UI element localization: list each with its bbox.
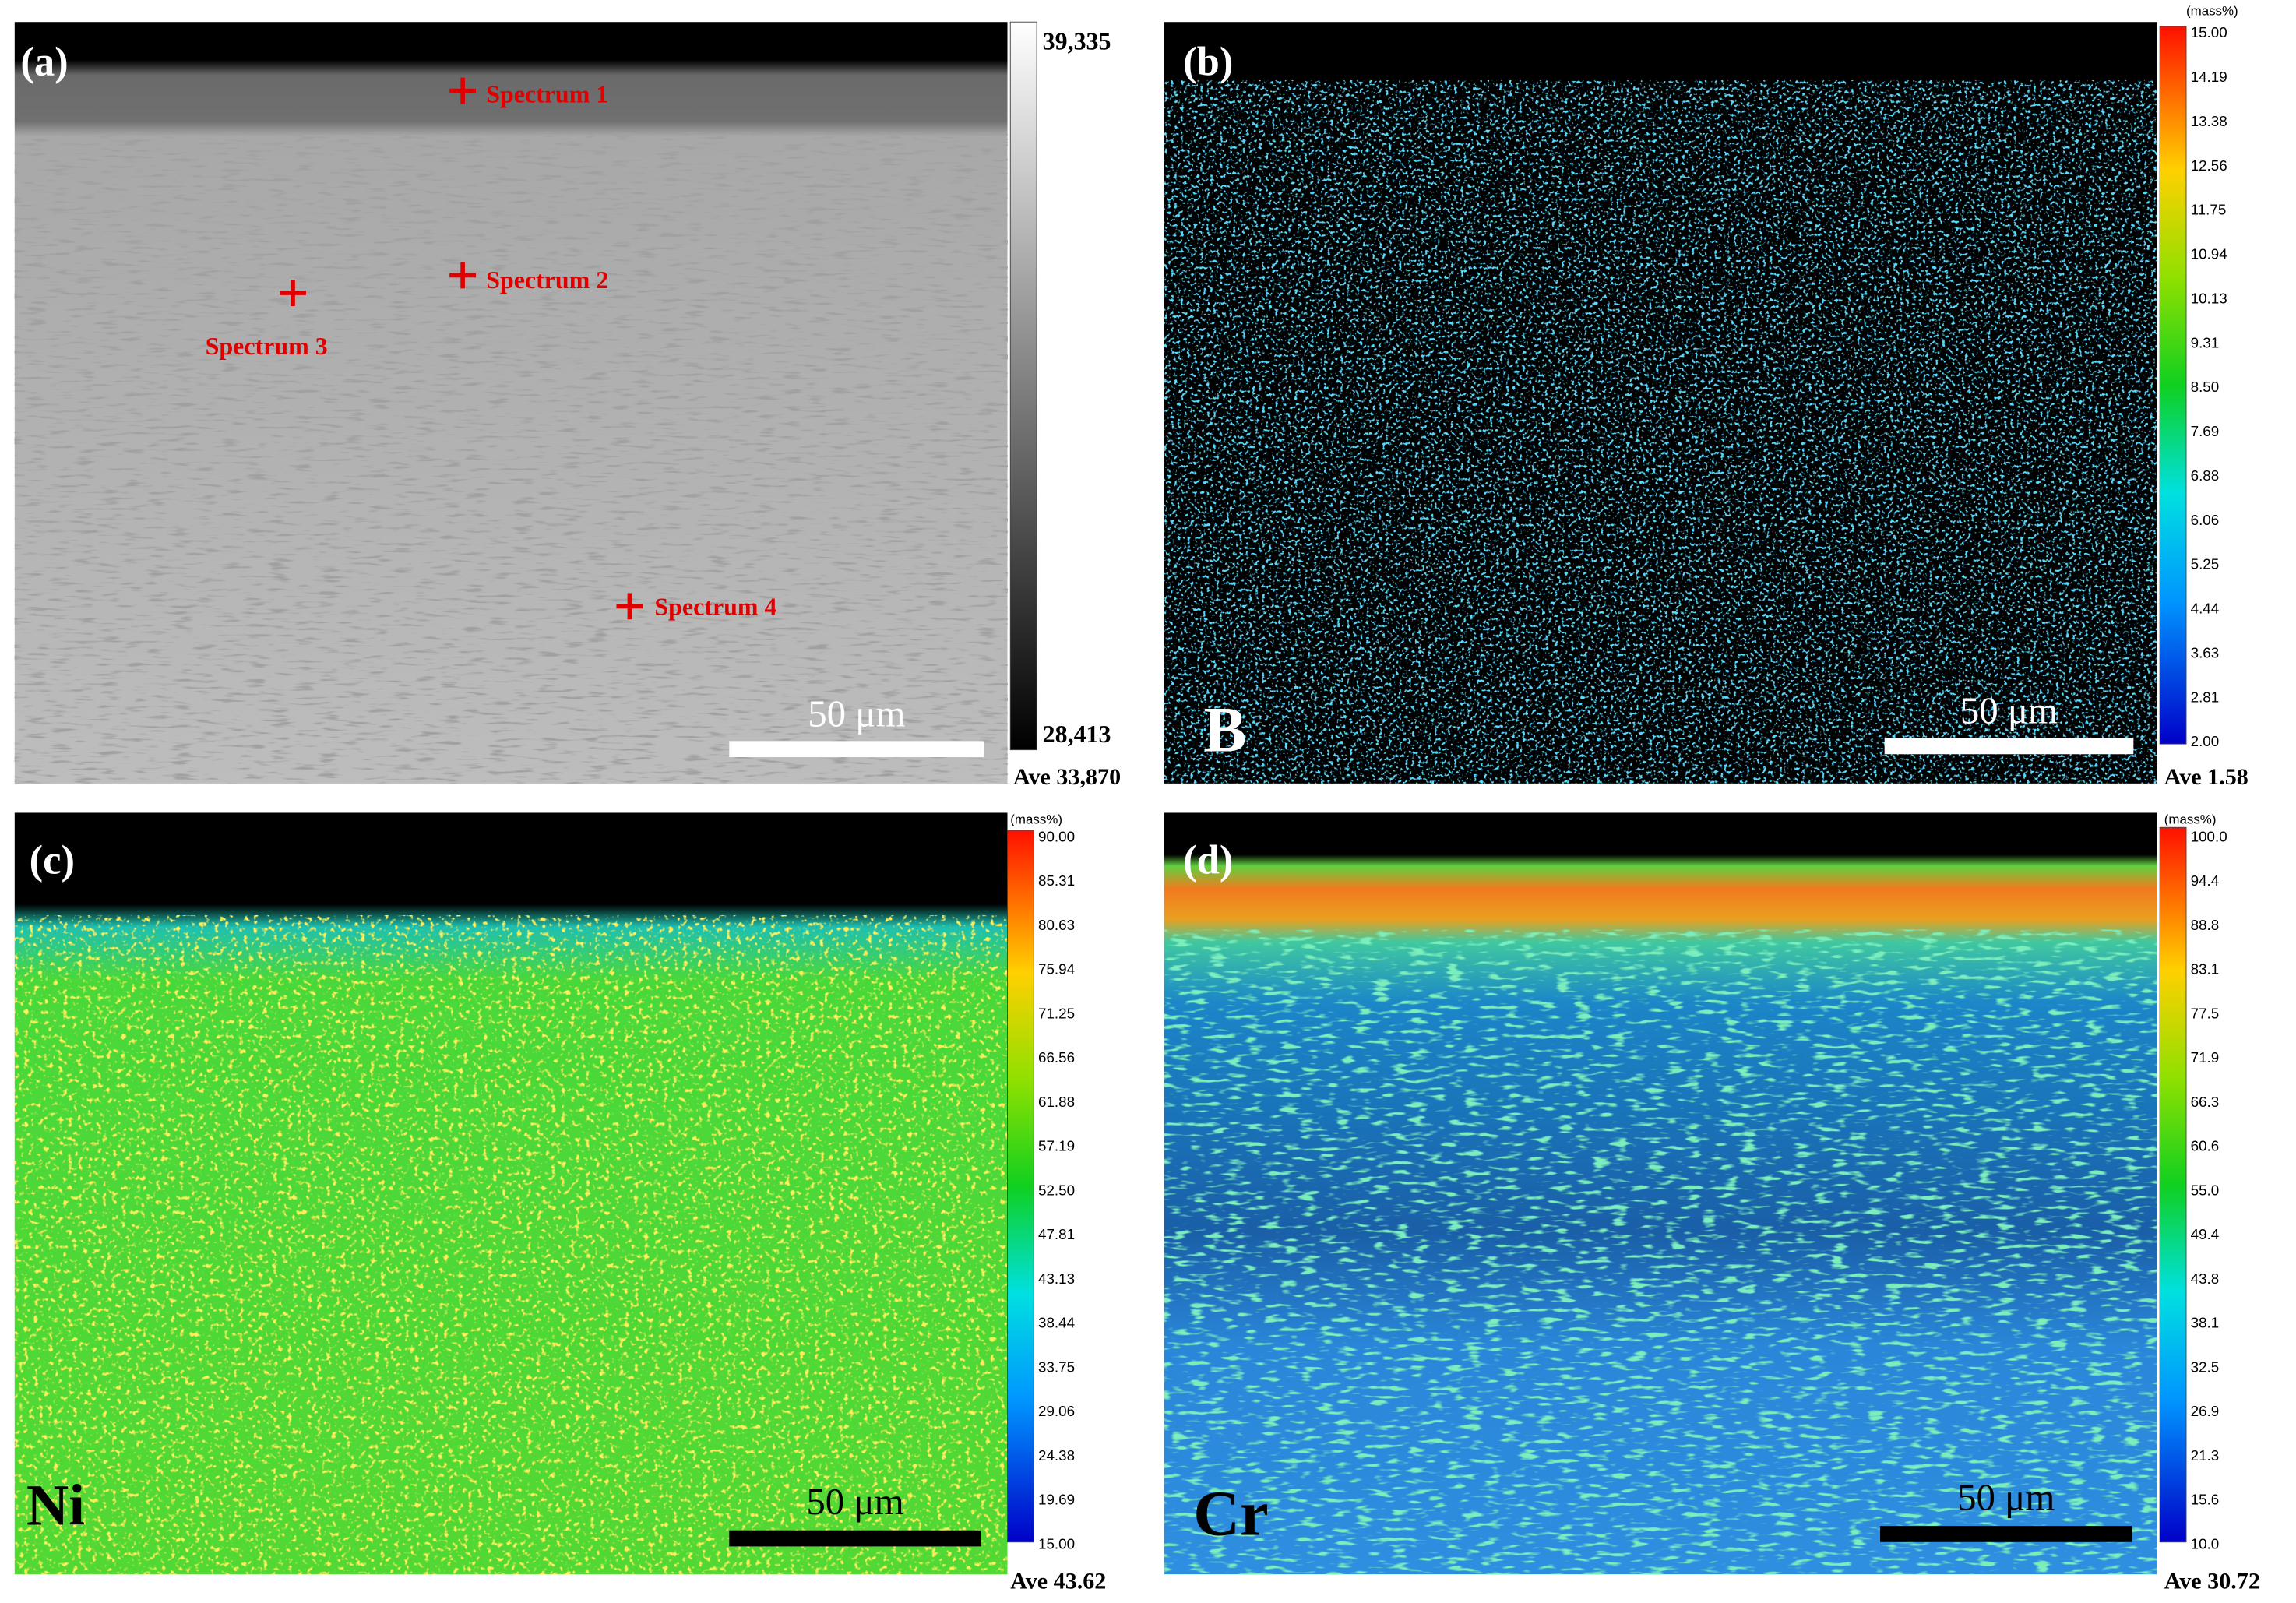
colorbar-tick-label: 43.13 xyxy=(1038,1270,1075,1287)
colorbar-tick-label: 38.1 xyxy=(2191,1315,2220,1331)
spectrum-marker xyxy=(280,280,306,306)
colorbar-tick-label: 19.69 xyxy=(1038,1492,1075,1508)
spectrum-marker xyxy=(616,593,643,620)
colorbar-tick-label: 80.63 xyxy=(1038,917,1075,933)
colorbar-tick-label: 11.75 xyxy=(2191,202,2227,218)
colorbar xyxy=(2159,826,2187,1543)
element-label: B xyxy=(1203,694,1246,766)
colorbar-tick-label: 12.56 xyxy=(2191,157,2227,174)
colorbar xyxy=(1009,21,1037,751)
colorbar-tick-label: 55.0 xyxy=(2191,1182,2220,1198)
colorbar-tick-label: 100.0 xyxy=(2191,828,2227,844)
colorbar-tick-label: 75.94 xyxy=(1038,961,1075,978)
colorbar-tick-label: 85.31 xyxy=(1038,872,1075,889)
colorbar-tick-label: 3.63 xyxy=(2191,644,2220,661)
spectrum-label: Spectrum 2 xyxy=(486,266,608,294)
colorbar-tick-label: 6.88 xyxy=(2191,467,2220,484)
colorbar-tick-label: 7.69 xyxy=(2191,423,2220,439)
colorbar-tick-label: 10.94 xyxy=(2191,246,2227,262)
element-label: Cr xyxy=(1193,1478,1268,1549)
colorbar-tick-label: 52.50 xyxy=(1038,1182,1075,1198)
scale-bar xyxy=(729,1530,981,1547)
colorbar-tick-label: 49.4 xyxy=(2191,1226,2220,1242)
colorbar-tick-label: 60.6 xyxy=(2191,1138,2220,1154)
colorbar-tick-label: 94.4 xyxy=(2191,872,2220,889)
colorbar-tick-label: 61.88 xyxy=(1038,1094,1075,1110)
colorbar-tick-label: 33.75 xyxy=(1038,1358,1075,1375)
map-texture xyxy=(14,132,1008,784)
colorbar-tick-label: 57.19 xyxy=(1038,1138,1075,1154)
map-texture xyxy=(14,915,1008,1575)
colorbar-tick-label: 6.06 xyxy=(2191,512,2220,528)
scale-bar xyxy=(1884,738,2134,755)
average-label: Ave 30.72 xyxy=(2164,1567,2260,1594)
colorbar-tick-label: 5.25 xyxy=(2191,556,2220,572)
scale-bar-label: 50 μm xyxy=(806,1480,903,1523)
colorbar-tick-label: 39,335 xyxy=(1043,28,1111,55)
colorbar-tick-label: 71.25 xyxy=(1038,1005,1075,1021)
colorbar-tick-label: 32.5 xyxy=(2191,1358,2220,1375)
colorbar-tick-label: 26.9 xyxy=(2191,1403,2220,1419)
map-texture xyxy=(1164,80,2157,784)
average-label: Ave 33,870 xyxy=(1013,763,1121,790)
colorbar xyxy=(2159,26,2187,745)
colorbar-tick-label: 15.00 xyxy=(2191,24,2227,41)
scale-bar-label: 50 μm xyxy=(808,692,905,735)
panel: 39,335 28,413 Ave 33,870 50 μm (a) Spectrum 1… xyxy=(14,21,1121,790)
average-label: Ave 43.62 xyxy=(1010,1567,1106,1594)
element-label: Ni xyxy=(26,1474,85,1538)
scale-bar xyxy=(1880,1526,2132,1542)
spectrum-marker xyxy=(449,77,477,104)
colorbar-tick-label: 66.3 xyxy=(2191,1094,2220,1110)
average-label: Ave 1.58 xyxy=(2164,763,2248,790)
map-texture xyxy=(1164,929,2157,1575)
colorbar-tick-label: 66.56 xyxy=(1038,1049,1075,1066)
panel-label: (b) xyxy=(1183,40,1233,85)
colorbar-tick-label: 47.81 xyxy=(1038,1226,1075,1242)
scale-bar-label: 50 μm xyxy=(1957,1475,2055,1518)
colorbar-tick-label: 43.8 xyxy=(2191,1270,2220,1287)
colorbar-tick-label: 21.3 xyxy=(2191,1447,2220,1464)
spectrum-label: Spectrum 4 xyxy=(654,593,776,620)
colorbar-unit: (mass%) xyxy=(2164,812,2217,826)
colorbar-tick-label: 9.31 xyxy=(2191,334,2220,351)
spectrum-marker xyxy=(449,262,477,289)
colorbar xyxy=(1007,830,1034,1543)
colorbar-tick-label: 71.9 xyxy=(2191,1049,2220,1066)
scale-bar xyxy=(729,741,984,758)
panel-label: (d) xyxy=(1183,837,1233,883)
scale-bar-label: 50 μm xyxy=(1960,689,2058,732)
colorbar-tick-label: 29.06 xyxy=(1038,1403,1075,1419)
spectrum-label: Spectrum 1 xyxy=(486,80,608,107)
colorbar-tick-label: 8.50 xyxy=(2191,379,2220,395)
colorbar-unit: (mass%) xyxy=(2186,4,2238,19)
panel-label: (a) xyxy=(20,40,68,85)
colorbar-unit: (mass%) xyxy=(1010,812,1062,826)
colorbar-tick-label: 90.00 xyxy=(1038,828,1075,844)
colorbar-tick-label: 10.13 xyxy=(2191,290,2227,306)
colorbar-tick-label: 38.44 xyxy=(1038,1315,1075,1331)
colorbar-tick-label: 24.38 xyxy=(1038,1447,1075,1464)
panel: 100.0 94.4 88.8 83.1 77.5 71.9 66.3 60.6 55.0 49.… xyxy=(1164,812,2260,1594)
panel: 90.00 85.31 80.63 75.94 71.25 66.56 61.88 57.19… xyxy=(14,812,1106,1594)
colorbar-tick-label: 88.8 xyxy=(2191,917,2220,933)
colorbar-tick-label: 15.00 xyxy=(1038,1535,1075,1552)
colorbar-tick-label: 15.6 xyxy=(2191,1492,2220,1508)
colorbar-tick-label: 83.1 xyxy=(2191,961,2220,978)
colorbar-tick-label: 28,413 xyxy=(1043,720,1111,748)
colorbar-tick-label: 2.00 xyxy=(2191,733,2220,749)
colorbar-tick-label: 77.5 xyxy=(2191,1005,2220,1021)
spectrum-label: Spectrum 3 xyxy=(206,333,328,360)
panel-label: (c) xyxy=(30,837,75,883)
colorbar-tick-label: 14.19 xyxy=(2191,69,2227,85)
colorbar-tick-label: 2.81 xyxy=(2191,689,2220,705)
colorbar-tick-label: 10.0 xyxy=(2191,1535,2220,1552)
colorbar-tick-label: 4.44 xyxy=(2191,601,2220,617)
panel: 15.00 14.19 13.38 12.56 11.75 10.94 10.13 9.31 8… xyxy=(1164,4,2248,790)
colorbar-tick-label: 13.38 xyxy=(2191,113,2227,129)
